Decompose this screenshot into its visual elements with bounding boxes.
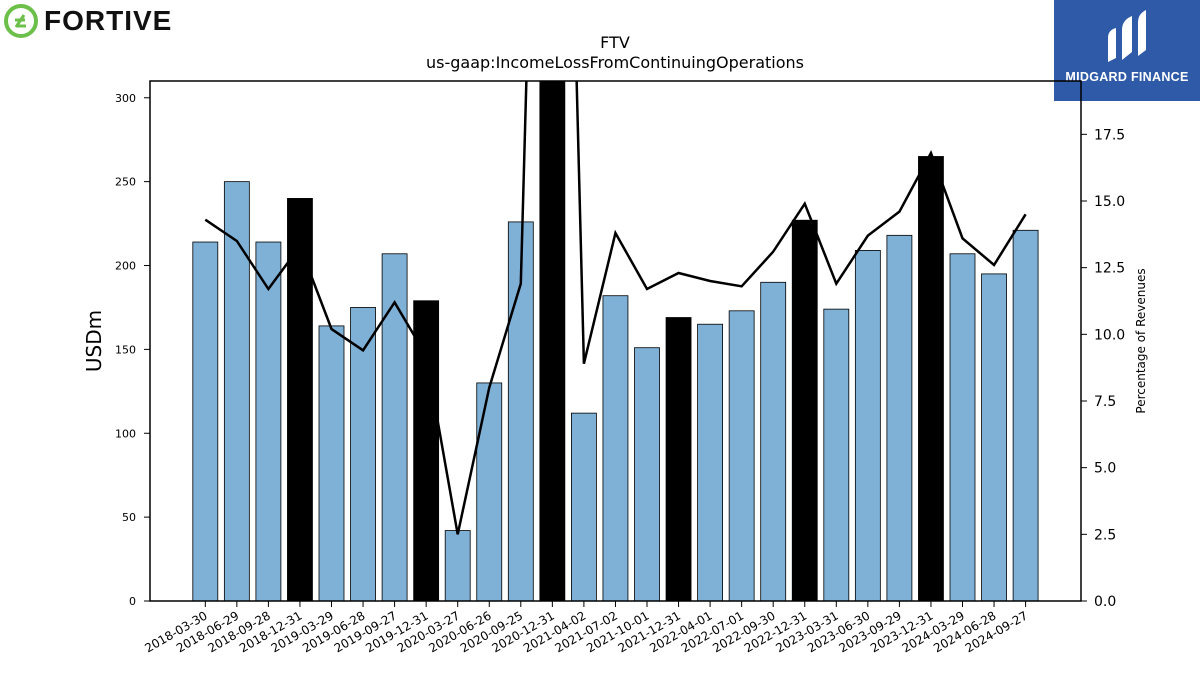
- bar: [350, 307, 376, 601]
- y2-axis-label: Percentage of Revenues: [1134, 268, 1148, 413]
- y-tick-label: 150: [115, 343, 136, 356]
- y-tick-label: 300: [115, 92, 136, 105]
- bar: [318, 325, 345, 601]
- percentage-line: [204, 81, 1027, 535]
- y-tick-label: 100: [115, 427, 136, 440]
- y-tick-label: 250: [115, 176, 136, 189]
- chart-subtitle: us-gaap:IncomeLossFromContinuingOperatio…: [426, 53, 804, 72]
- bar: [476, 382, 503, 601]
- bar: [854, 250, 881, 601]
- bar: [791, 219, 818, 601]
- y2-tick-label: 5.0: [1094, 461, 1116, 477]
- midgard-logo-icon: [1108, 10, 1146, 62]
- bar: [665, 317, 692, 601]
- bar: [1012, 229, 1039, 601]
- y-tick-label: 50: [122, 511, 136, 524]
- bar: [444, 530, 471, 601]
- y2-tick-label: 12.5: [1094, 261, 1125, 277]
- chart-title: FTV: [600, 33, 630, 52]
- bar: [413, 300, 440, 601]
- bar: [760, 281, 787, 601]
- bar: [697, 323, 723, 601]
- bar: [571, 412, 597, 601]
- bar: [634, 347, 660, 601]
- bar: [918, 156, 944, 601]
- fortive-logo: FORTIVE: [4, 4, 172, 38]
- bar: [223, 181, 250, 601]
- y-axis-label: USDm: [82, 310, 106, 372]
- y2-tick-label: 15.0: [1094, 194, 1125, 210]
- y2-tick-label: 7.5: [1094, 394, 1116, 410]
- bar: [981, 273, 1007, 601]
- y-tick-label: 200: [115, 260, 136, 273]
- y2-tick-label: 10.0: [1094, 327, 1125, 343]
- bar: [255, 241, 282, 601]
- bar: [823, 308, 850, 601]
- bars: [192, 81, 1039, 601]
- midgard-finance-logo: MIDGARD FINANCE: [1054, 0, 1200, 101]
- y-tick-label: 0: [129, 595, 136, 608]
- y2-tick-label: 2.5: [1094, 527, 1116, 543]
- line-group: [204, 81, 1027, 535]
- y2-tick-label: 0.0: [1094, 594, 1116, 610]
- bar: [728, 310, 755, 601]
- plot-area: 0 50 100 150 200 250 300 0.0 2.5 5.0 7.5 10.0 12.5 15…: [115, 80, 1125, 655]
- fortive-wordmark: FORTIVE: [44, 5, 173, 36]
- fortive-logo-icon: [4, 4, 38, 38]
- bar: [381, 253, 408, 601]
- bar: [602, 295, 629, 601]
- y2-tick-label: 17.5: [1094, 127, 1125, 143]
- bar: [886, 234, 913, 601]
- bar: [192, 241, 219, 601]
- midgard-wordmark: MIDGARD FINANCE: [1065, 70, 1189, 84]
- bar: [949, 253, 976, 601]
- bar: [539, 81, 566, 601]
